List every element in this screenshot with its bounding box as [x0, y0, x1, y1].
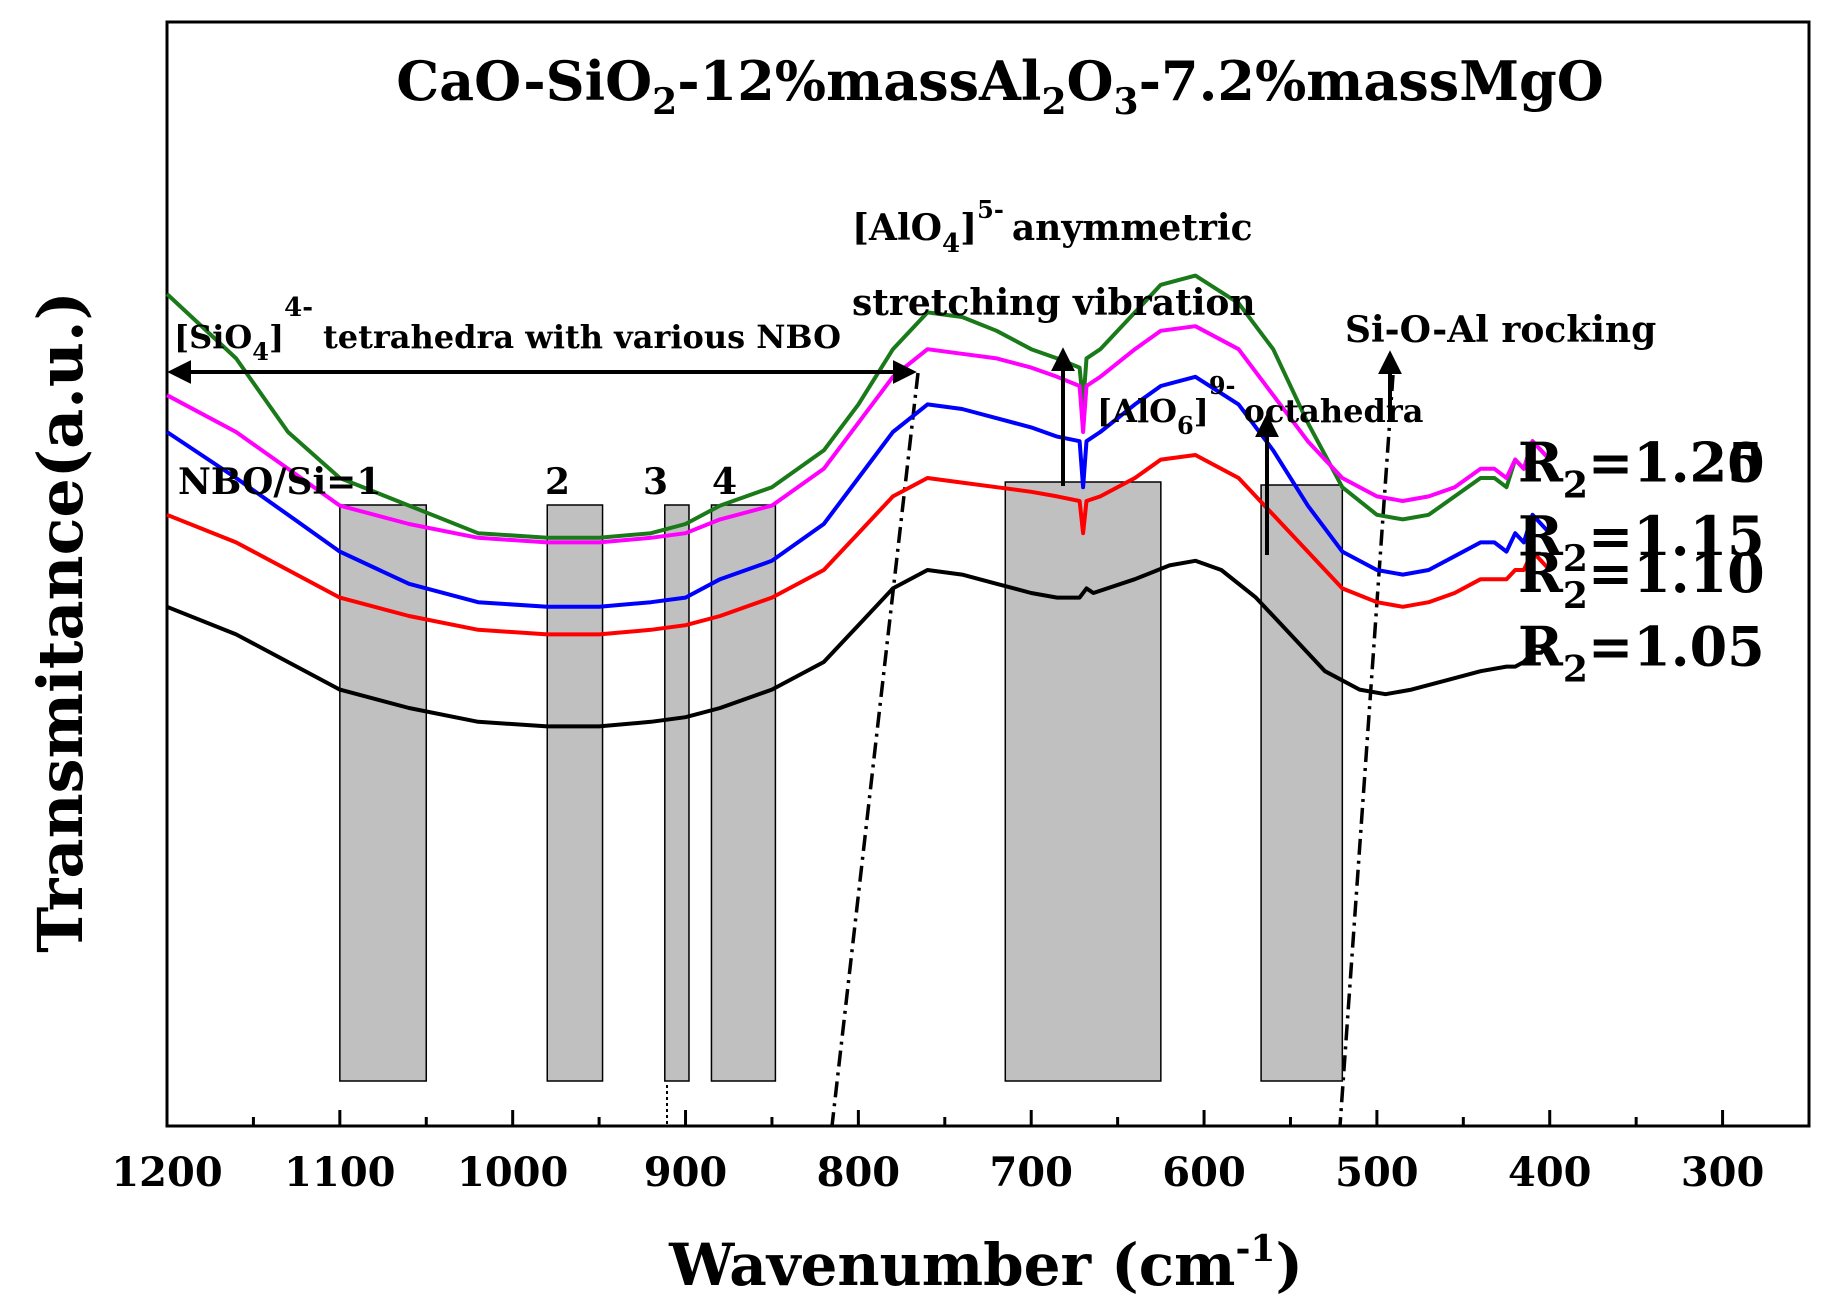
series-label: R2=1.25	[1518, 431, 1765, 507]
nbo-band-4	[710, 504, 777, 1082]
series-label: R2=1.05	[1518, 615, 1765, 691]
guide-lines	[666, 372, 1395, 1127]
x-tick-label: 300	[1681, 1149, 1765, 1196]
series-line	[165, 273, 1552, 540]
nbo-band-1	[339, 504, 428, 1082]
y-axis-label: Transmitance(a.u.)	[24, 291, 97, 953]
series-label: R2=1.20	[1518, 431, 1765, 507]
alo4-band	[1004, 481, 1162, 1082]
alo4-annotation-line2: stretching vibration	[852, 282, 1256, 324]
plot-frame	[165, 20, 1811, 1128]
x-tick-label: 800	[817, 1149, 901, 1196]
x-tick-label: 700	[989, 1149, 1073, 1196]
series-label: R2=1.15	[1518, 504, 1765, 580]
x-tick-label: 600	[1162, 1149, 1246, 1196]
chart-title: CaO-SiO2-12%massAl2O3-7.2%massMgO	[396, 49, 1604, 123]
x-tick-label: 1200	[111, 1149, 222, 1196]
x-tick-label: 900	[644, 1149, 728, 1196]
x-axis-label: Wavenumber (cm-1)	[668, 1228, 1303, 1299]
nbo-label-4: 4	[712, 461, 737, 503]
x-tick-label: 1100	[284, 1149, 395, 1196]
series-line	[165, 374, 1552, 609]
x-tick-labels: 1200 1100 1000 900 800 700 600 500 400 300	[111, 1149, 1764, 1196]
guide-line-sioal	[1338, 374, 1395, 1127]
x-ticks	[165, 1110, 1811, 1126]
nbo-band-2	[546, 504, 604, 1082]
x-tick-label: 500	[1335, 1149, 1419, 1196]
series-line	[166, 558, 1552, 729]
sio4-annotation: [SiO4]4-tetrahedra with various NBO	[174, 293, 841, 366]
guide-line-sio4	[830, 372, 920, 1127]
series-label: R2=1.10	[1518, 541, 1765, 617]
alo6-annotation: [AlO6]9-octahedra	[1097, 371, 1423, 440]
alo6-band	[1260, 484, 1344, 1082]
series-line	[166, 453, 1552, 637]
sioal-annotation: Si-O-Al rocking	[1345, 309, 1656, 351]
nbo-label-1: NBO/Si=1	[178, 461, 381, 503]
nbo-band-3	[664, 504, 690, 1082]
nbo-label-3: 3	[643, 461, 668, 503]
x-tick-label: 400	[1508, 1149, 1592, 1196]
alo4-annotation-line1: [AlO4]5- anymmetric	[852, 195, 1253, 259]
x-tick-label: 1000	[457, 1149, 568, 1196]
series-group	[165, 273, 1552, 729]
nbo-label-2: 2	[545, 461, 570, 503]
series-line	[166, 324, 1552, 545]
band-group	[339, 481, 1344, 1082]
